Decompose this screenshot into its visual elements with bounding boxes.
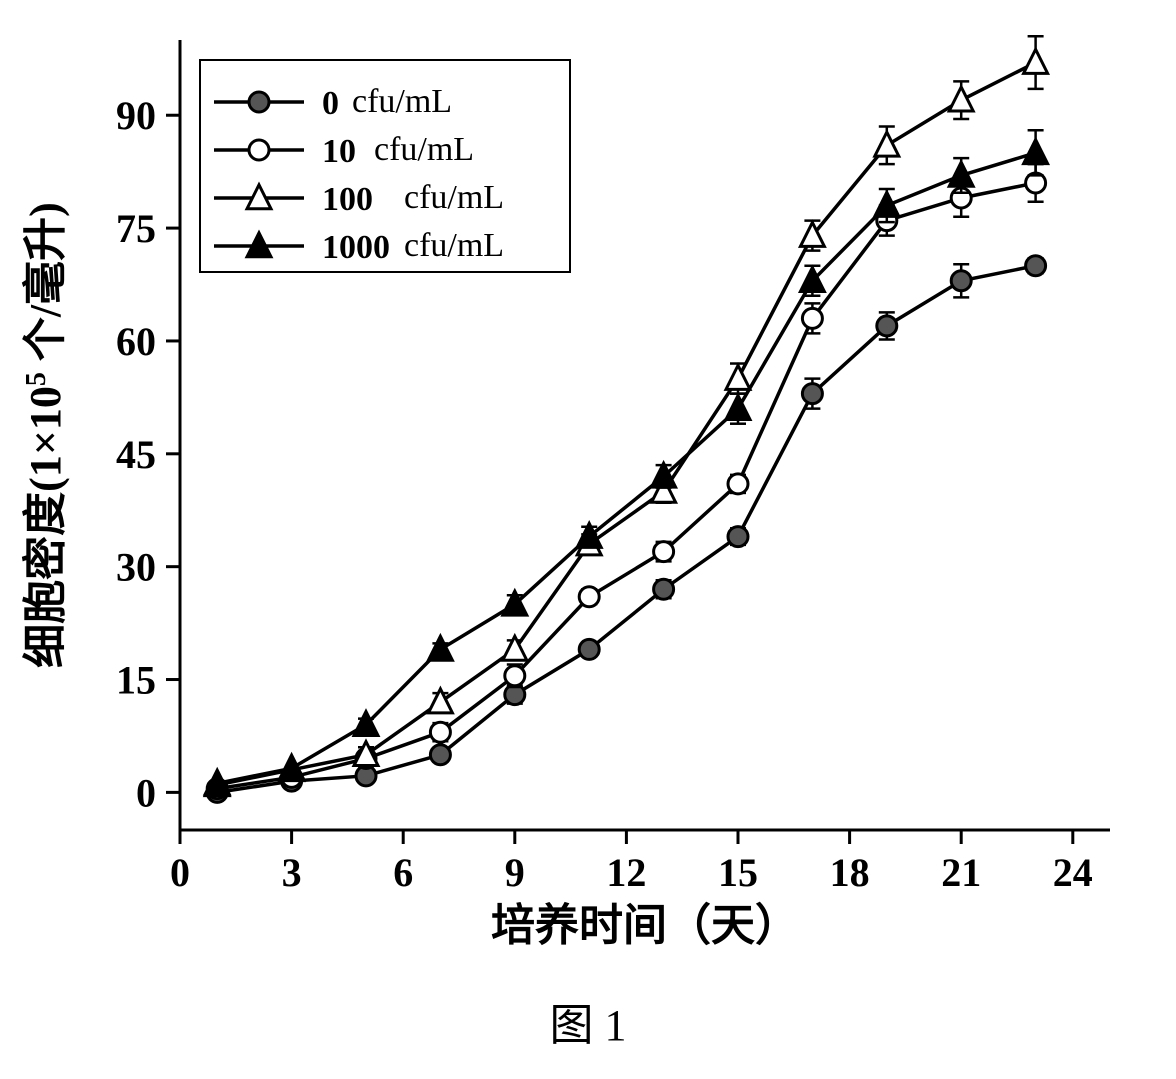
y-tick-label: 75 — [116, 206, 156, 251]
legend-label-num: 100 — [322, 181, 373, 218]
legend-label-unit: cfu/mL — [404, 227, 504, 264]
x-tick-label: 9 — [505, 850, 525, 895]
series-s0 — [207, 256, 1045, 803]
x-axis-label: 培养时间（天） — [491, 901, 799, 950]
x-tick-label: 18 — [830, 850, 870, 895]
x-tick-label: 0 — [170, 850, 190, 895]
x-tick-label: 21 — [941, 850, 981, 895]
y-tick-label: 0 — [136, 770, 156, 815]
growth-chart: 0 3 6 9 12 15 18 21 24 0 15 30 45 60 75 90 0 cfu/mL 10 cfu… — [0, 0, 1176, 1079]
figure-caption: 图 1 — [550, 1001, 627, 1050]
x-tick-label: 6 — [393, 850, 413, 895]
legend-label-unit: cfu/mL — [404, 179, 504, 216]
y-tick-label: 90 — [116, 93, 156, 138]
x-tick-label: 24 — [1053, 850, 1093, 895]
legend: 0cfu/mL10cfu/mL100cfu/mL1000cfu/mL — [200, 60, 570, 272]
y-tick-label: 15 — [116, 658, 156, 703]
legend-label-unit: cfu/mL — [374, 131, 474, 168]
x-tick-label: 15 — [718, 850, 758, 895]
y-tick-label: 45 — [116, 432, 156, 477]
x-tick-label: 12 — [606, 850, 646, 895]
y-axis-label: 细胞密度(1×105 个/毫升) — [21, 202, 71, 668]
legend-label-unit: cfu/mL — [352, 83, 452, 120]
y-tick-label: 60 — [116, 319, 156, 364]
legend-label-num: 10 — [322, 133, 356, 170]
legend-label-num: 0 — [322, 85, 339, 122]
x-tick-label: 3 — [282, 850, 302, 895]
legend-label-num: 1000 — [322, 229, 390, 266]
y-tick-label: 30 — [116, 545, 156, 590]
